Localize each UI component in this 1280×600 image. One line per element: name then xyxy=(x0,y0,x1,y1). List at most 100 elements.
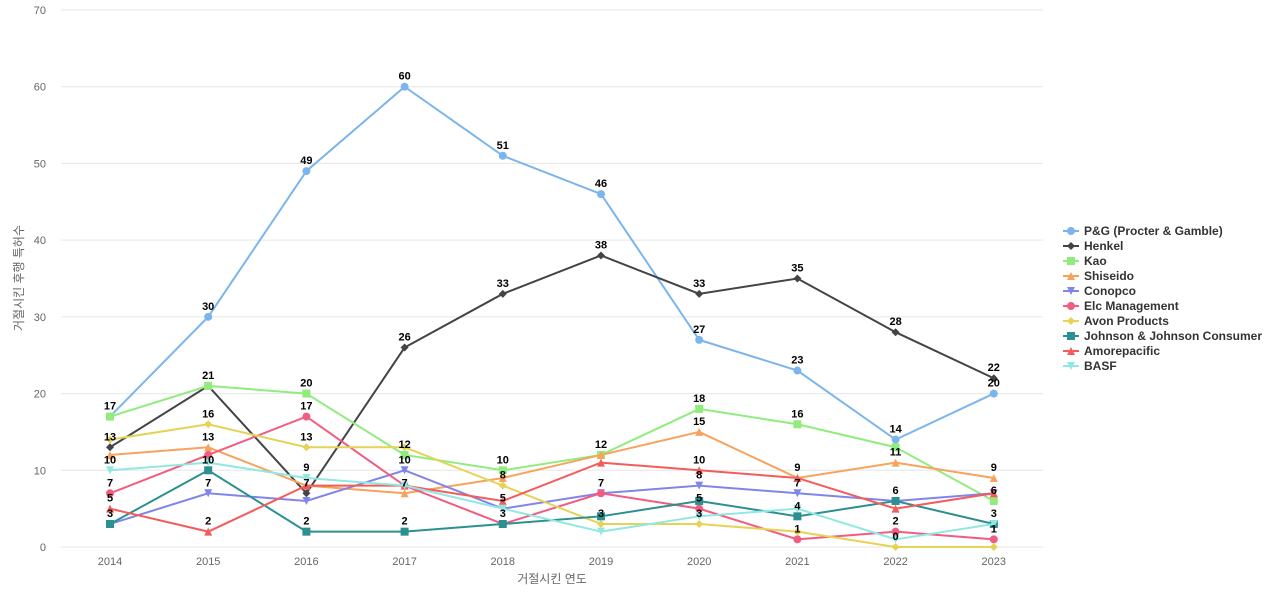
data-point xyxy=(891,328,900,337)
legend-item[interactable]: BASF xyxy=(1063,359,1117,373)
data-label: 22 xyxy=(988,362,1000,374)
legend-marker xyxy=(1067,287,1075,295)
legend-marker xyxy=(1067,362,1075,370)
data-point xyxy=(793,473,802,482)
data-point xyxy=(989,496,998,505)
legend-item[interactable]: Avon Products xyxy=(1063,314,1169,328)
data-point xyxy=(204,466,213,475)
legend-label: Johnson & Johnson Consumer xyxy=(1084,329,1262,343)
data-point xyxy=(891,504,900,513)
data-point xyxy=(793,535,802,544)
data-point xyxy=(695,466,704,475)
legend-label: Kao xyxy=(1084,254,1107,268)
data-point xyxy=(498,519,507,528)
data-label: 16 xyxy=(791,408,803,420)
data-label: 13 xyxy=(104,431,116,443)
data-point xyxy=(695,481,704,490)
x-axis-ticks: 2014 2015 2016 2017 2018 2019 2020 2021 2022 2023 xyxy=(98,556,1006,568)
data-labels: 1713107533021161310724920171397260261210… xyxy=(104,71,1000,543)
series-6 xyxy=(106,420,998,551)
data-label: 2 xyxy=(893,516,899,528)
legend-marker xyxy=(1067,302,1075,310)
data-point xyxy=(989,374,998,383)
y-axis-ticks: 0 10 20 30 40 50 60 70 xyxy=(34,5,46,554)
data-point xyxy=(989,389,998,398)
data-label: 15 xyxy=(693,416,705,428)
data-label: 8 xyxy=(500,470,506,482)
y-tick-label: 30 xyxy=(34,312,46,324)
data-label: 17 xyxy=(300,401,312,413)
data-point xyxy=(204,489,213,498)
data-point xyxy=(106,443,114,452)
data-point xyxy=(597,458,605,467)
data-point xyxy=(106,466,114,475)
legend-item[interactable]: Johnson & Johnson Consumer xyxy=(1063,329,1262,343)
data-label: 26 xyxy=(398,332,410,344)
data-point xyxy=(400,343,409,352)
data-label: 28 xyxy=(889,316,901,328)
data-point xyxy=(989,489,998,498)
legend-item[interactable]: Kao xyxy=(1063,254,1107,268)
x-tick-label: 2021 xyxy=(785,556,809,568)
legend-label: Henkel xyxy=(1084,239,1123,253)
x-tick-label: 2014 xyxy=(98,556,122,568)
data-point xyxy=(106,504,114,513)
data-point xyxy=(695,427,704,436)
data-point xyxy=(695,289,704,298)
series-0 xyxy=(106,82,998,444)
data-label: 11 xyxy=(890,447,902,459)
x-tick-label: 2017 xyxy=(392,556,416,568)
data-label: 12 xyxy=(398,439,410,451)
data-label: 46 xyxy=(595,178,607,190)
data-point xyxy=(793,504,802,513)
data-point xyxy=(400,481,409,490)
series-8 xyxy=(106,458,998,536)
data-label: 8 xyxy=(696,470,702,482)
data-label: 7 xyxy=(794,477,800,489)
data-point xyxy=(597,512,605,521)
data-point xyxy=(400,443,409,452)
y-tick-label: 40 xyxy=(34,235,46,247)
legend-item[interactable]: Amorepacific xyxy=(1063,344,1160,358)
data-point xyxy=(302,481,311,490)
data-label: 16 xyxy=(202,408,214,420)
data-point xyxy=(106,450,114,459)
legend-label: Elc Management xyxy=(1084,299,1179,313)
series-line xyxy=(109,430,994,495)
legend-item[interactable]: Henkel xyxy=(1063,239,1123,253)
series-line xyxy=(109,461,994,533)
data-label: 6 xyxy=(893,485,899,497)
legend-label: Amorepacific xyxy=(1084,344,1160,358)
data-label: 14 xyxy=(889,424,902,436)
y-tick-label: 20 xyxy=(34,389,46,401)
data-label: 13 xyxy=(202,431,214,443)
legend-item[interactable]: Elc Management xyxy=(1063,299,1179,313)
legend-label: BASF xyxy=(1084,359,1117,373)
legend-item[interactable]: Shiseido xyxy=(1063,269,1134,283)
data-point xyxy=(498,151,507,160)
data-point xyxy=(302,489,311,498)
data-point xyxy=(498,466,507,475)
data-point xyxy=(989,535,998,544)
data-point xyxy=(498,481,507,490)
x-tick-label: 2023 xyxy=(982,556,1006,568)
data-point xyxy=(793,512,802,521)
data-label: 1 xyxy=(794,523,800,535)
legend-item[interactable]: P&G (Procter & Gamble) xyxy=(1063,224,1223,238)
data-label: 3 xyxy=(991,508,997,520)
data-label: 10 xyxy=(497,454,509,466)
x-axis-title: 거절시킨 연도 xyxy=(517,572,587,586)
legend-marker xyxy=(1067,242,1075,250)
data-label: 3 xyxy=(696,508,702,520)
data-point xyxy=(204,527,213,536)
data-point xyxy=(695,404,704,413)
legend-item[interactable]: Conopco xyxy=(1063,284,1136,298)
legend-label: P&G (Procter & Gamble) xyxy=(1084,224,1223,238)
x-tick-label: 2018 xyxy=(491,556,515,568)
data-point xyxy=(597,489,605,498)
data-point xyxy=(891,543,900,551)
data-label: 7 xyxy=(402,477,408,489)
data-point xyxy=(498,496,507,505)
data-label: 9 xyxy=(991,462,997,474)
